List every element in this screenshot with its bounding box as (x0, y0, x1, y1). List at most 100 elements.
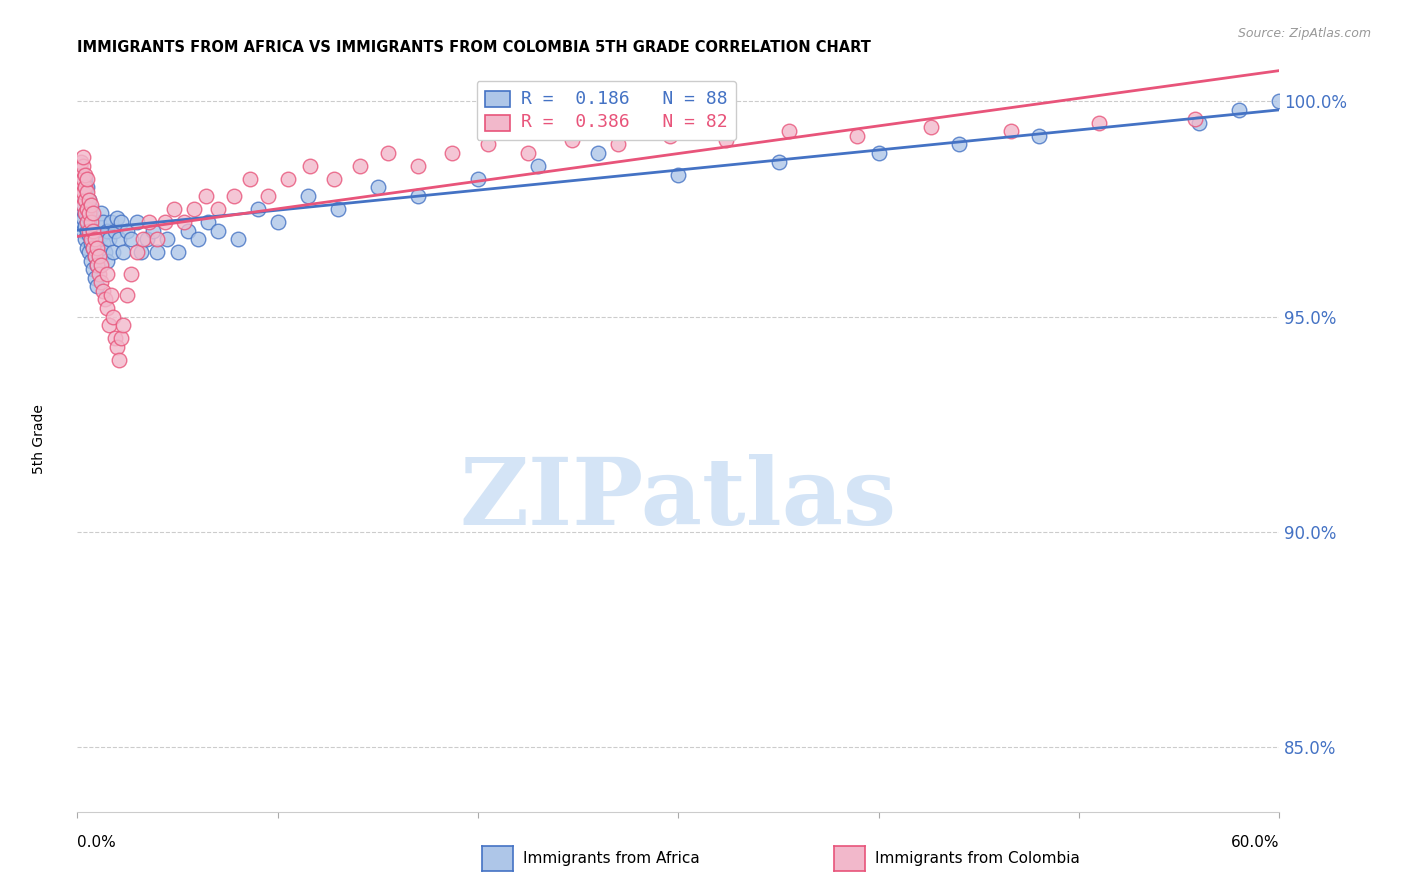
Point (72, 189, 94, 203)
Point (146, 232, 169, 246)
Point (75, 206, 97, 220)
Point (197, 215, 219, 229)
Point (1028, 128, 1050, 143)
Point (131, 245, 153, 260)
Text: 5th Grade: 5th Grade (32, 404, 46, 475)
Point (86, 279, 108, 293)
Point (367, 180, 389, 194)
Point (146, 245, 169, 260)
Point (166, 245, 188, 260)
Point (127, 245, 149, 260)
Point (70, 168, 93, 182)
Point (103, 245, 125, 260)
Point (176, 223, 198, 237)
Point (477, 137, 499, 152)
Point (84, 249, 107, 263)
Point (70, 154, 93, 169)
Point (322, 171, 344, 186)
Point (93, 215, 115, 229)
Point (1088, 116, 1111, 130)
Point (72, 223, 94, 237)
Point (527, 159, 550, 173)
Point (96, 301, 118, 315)
Point (72, 150, 94, 164)
Point (75, 206, 97, 220)
Point (156, 232, 179, 246)
Point (89, 215, 111, 229)
Point (104, 331, 127, 345)
Point (89, 249, 111, 263)
Point (517, 146, 540, 161)
Point (920, 120, 942, 135)
Point (298, 159, 321, 173)
Point (112, 245, 135, 260)
Point (84, 249, 107, 263)
Point (256, 189, 278, 203)
Point (588, 146, 610, 161)
Point (79, 211, 101, 225)
Point (80, 197, 103, 211)
Point (75, 180, 97, 194)
Point (86, 258, 108, 272)
Point (108, 352, 131, 367)
Point (76, 180, 98, 194)
Point (82, 206, 104, 220)
Point (76, 241, 98, 255)
Point (76, 206, 98, 220)
Point (117, 223, 139, 237)
Point (246, 202, 269, 216)
Point (89, 267, 111, 281)
Point (72, 197, 94, 211)
Point (716, 133, 738, 147)
Point (98, 318, 121, 333)
Point (1229, 103, 1251, 117)
Point (70, 215, 93, 229)
Point (80, 236, 103, 251)
Point (112, 318, 135, 333)
Point (120, 267, 142, 281)
Point (86, 236, 108, 251)
Point (110, 215, 132, 229)
Point (70, 180, 93, 194)
Point (1000, 124, 1022, 138)
Point (80, 215, 103, 229)
Text: 60.0%: 60.0% (1232, 836, 1279, 850)
Text: Source: ZipAtlas.com: Source: ZipAtlas.com (1237, 27, 1371, 40)
Point (75, 168, 97, 182)
Point (70, 176, 93, 190)
Point (297, 189, 319, 203)
Point (90, 275, 112, 289)
Point (72, 197, 94, 211)
Point (868, 146, 890, 161)
Point (67, 168, 90, 182)
Point (768, 154, 790, 169)
Point (76, 194, 98, 208)
Text: IMMIGRANTS FROM AFRICA VS IMMIGRANTS FROM COLOMBIA 5TH GRADE CORRELATION CHART: IMMIGRANTS FROM AFRICA VS IMMIGRANTS FRO… (77, 40, 872, 55)
Point (90, 206, 112, 220)
Point (948, 137, 970, 152)
Point (267, 215, 290, 229)
Point (207, 223, 229, 237)
Point (104, 223, 127, 237)
Point (845, 128, 868, 143)
Point (72, 185, 94, 199)
Point (120, 232, 142, 246)
Point (79, 223, 101, 237)
Point (72, 159, 94, 173)
Point (82, 223, 104, 237)
Point (79, 194, 101, 208)
Point (173, 215, 195, 229)
Point (127, 215, 149, 229)
Point (67, 180, 90, 194)
Point (187, 232, 209, 246)
Point (108, 232, 131, 246)
Point (82, 241, 104, 255)
Point (75, 232, 97, 246)
Point (103, 310, 125, 324)
Point (1184, 112, 1206, 126)
Point (136, 232, 159, 246)
Point (75, 180, 97, 194)
Point (96, 223, 118, 237)
Point (377, 146, 399, 161)
Point (239, 171, 262, 186)
